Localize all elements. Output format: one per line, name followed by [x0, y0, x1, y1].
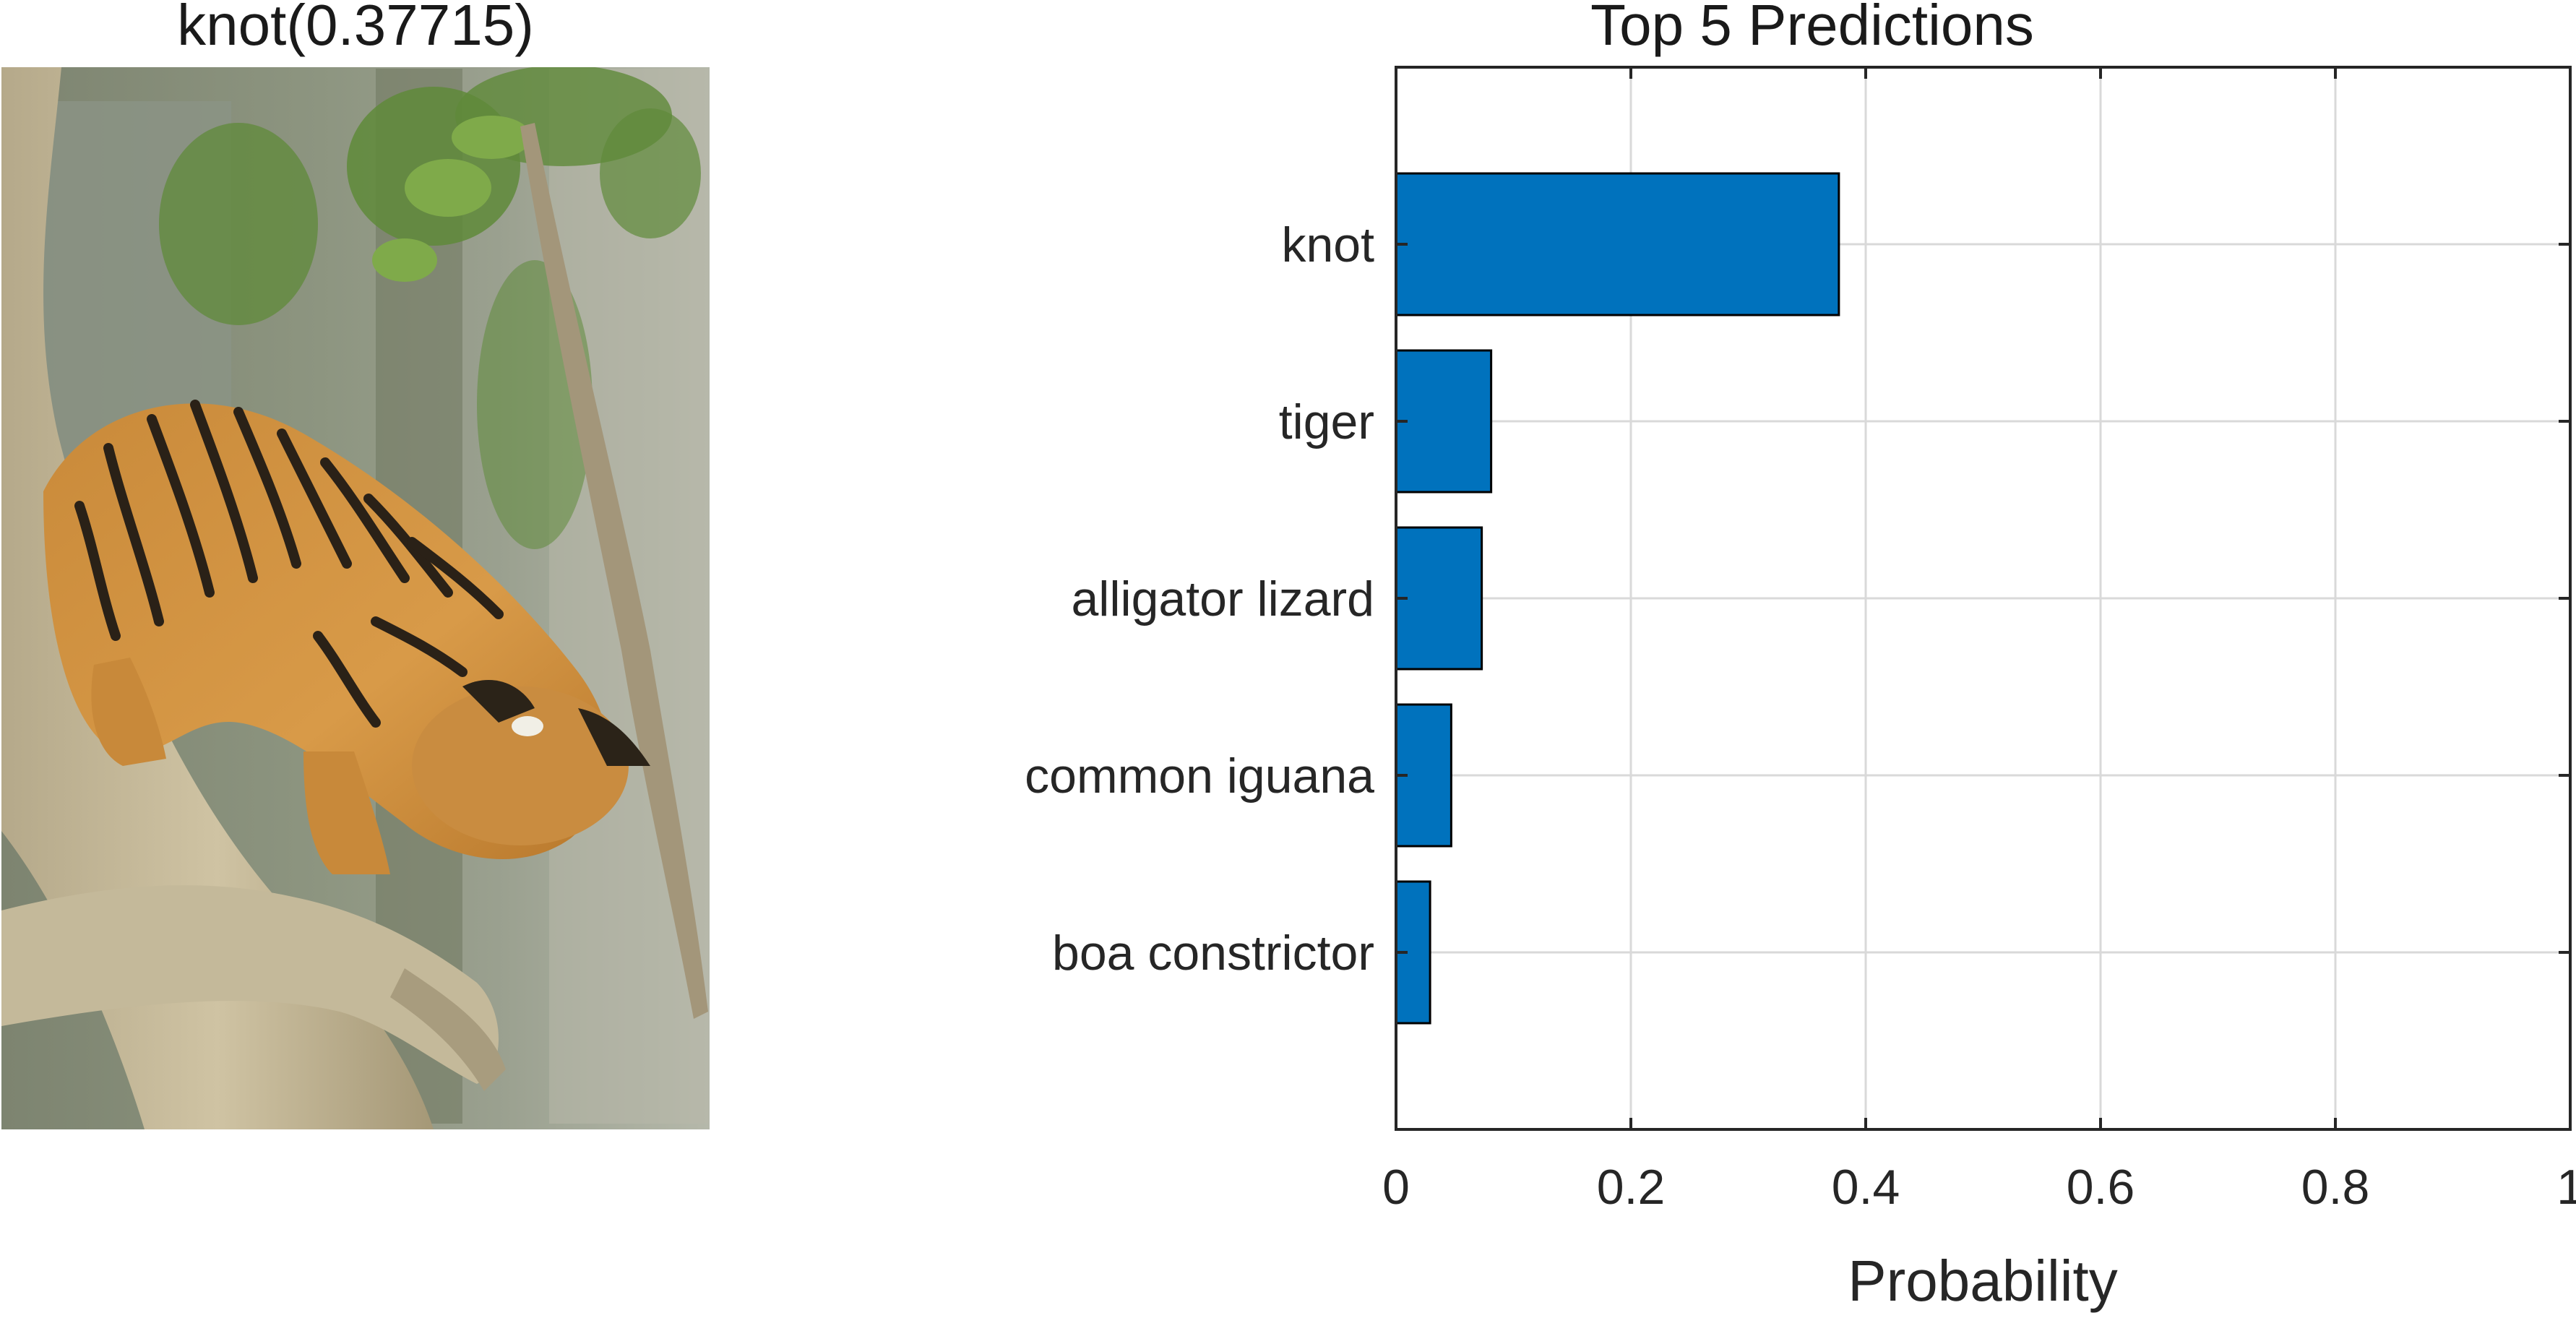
x-tick-label: 0 — [1382, 1160, 1410, 1215]
x-tick-label: 0.6 — [2067, 1160, 2135, 1215]
bar-chart: knot tiger alligator lizard common iguana bo… — [1025, 66, 2576, 1313]
x-tick-label: 0.8 — [2301, 1160, 2370, 1215]
x-tick-label: 0.4 — [1832, 1160, 1900, 1215]
x-axis-label: Probability — [1848, 1249, 2118, 1313]
x-tick-label: 0.2 — [1597, 1160, 1666, 1215]
bar-knot — [1395, 172, 1840, 316]
chart-title: Top 5 Predictions — [1590, 0, 2034, 57]
tiger-on-branch-photo — [1, 67, 710, 1129]
bar-tiger — [1395, 349, 1493, 494]
y-tick-label: boa constrictor — [1052, 926, 1374, 981]
ticks — [1395, 67, 2572, 1129]
x-tick-label: 1 — [2556, 1160, 2576, 1215]
x-tick-labels: 0 0.2 0.4 0.6 0.8 1 — [1382, 1160, 2576, 1215]
y-tick-label: tiger — [1279, 395, 1374, 449]
image-title: knot(0.37715) — [177, 0, 534, 57]
y-tick-label: common iguana — [1025, 749, 1374, 804]
y-tick-labels: knot tiger alligator lizard common iguana bo… — [1025, 217, 1374, 981]
y-tick-label: alligator lizard — [1071, 572, 1374, 626]
y-tick-label: knot — [1281, 217, 1374, 272]
bar-alligator-lizard — [1395, 526, 1483, 671]
